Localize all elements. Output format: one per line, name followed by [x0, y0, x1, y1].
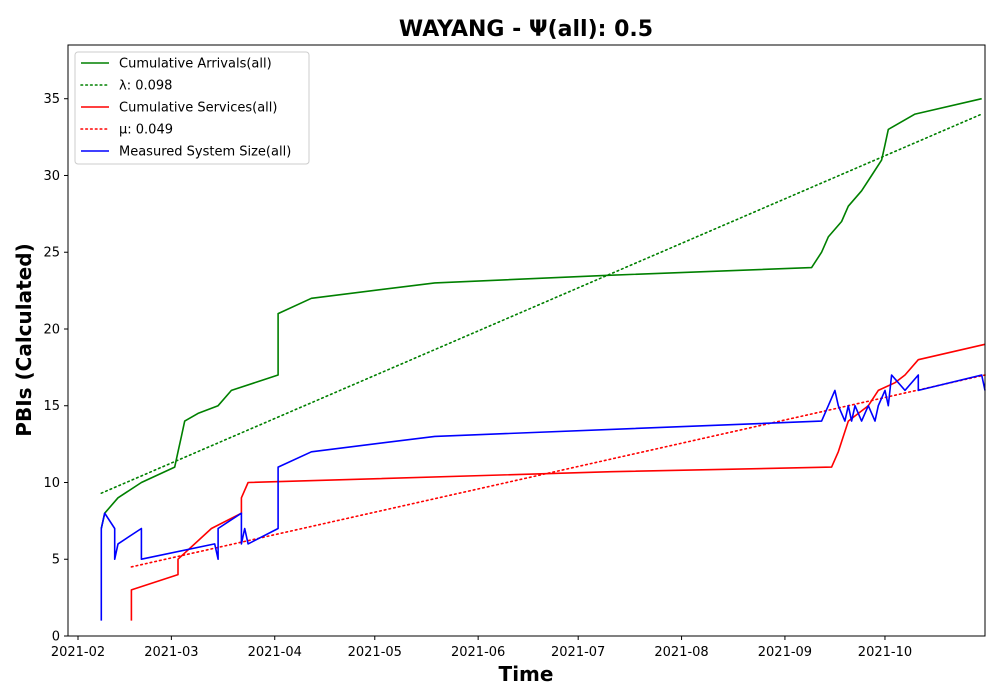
- y-tick-label: 5: [52, 553, 60, 568]
- series-lines: [100, 97, 986, 621]
- x-axis-label: Time: [499, 662, 554, 686]
- y-tick-label: 10: [43, 476, 60, 491]
- series-line-4: [100, 374, 986, 621]
- series-line-1: [100, 113, 983, 495]
- legend-label: Measured System Size(all): [119, 145, 291, 160]
- y-tick-label: 20: [43, 322, 60, 337]
- legend-box: [74, 51, 310, 165]
- y-tick-label: 15: [43, 399, 60, 414]
- y-tick-label: 35: [43, 92, 60, 107]
- x-tick-label: 2021-03: [144, 645, 198, 660]
- y-tick-label: 0: [52, 630, 60, 645]
- x-tick-label: 2021-05: [348, 645, 402, 660]
- series-line-0: [100, 97, 982, 529]
- plot-frame: [67, 44, 986, 637]
- legend-label: Cumulative Services(all): [119, 101, 277, 116]
- y-tick-label: 30: [43, 169, 60, 184]
- legend-label: λ: 0.098: [119, 79, 172, 94]
- x-tick-label: 2021-09: [758, 645, 812, 660]
- y-axis-label: PBIs (Calculated): [12, 243, 36, 436]
- chart-title: WAYANG - Ψ(all): 0.5: [399, 17, 653, 42]
- x-tick-label: 2021-07: [551, 645, 605, 660]
- series-line-3: [130, 374, 986, 568]
- legend-label: μ: 0.049: [119, 123, 173, 138]
- axis-ticks: 2021-02 2021-03 2021-04 2021-05 2021-06 2021-…: [43, 92, 912, 660]
- legend: Cumulative Arrivals(all) λ: 0.098 Cumulati…: [74, 51, 310, 165]
- x-tick-label: 2021-10: [858, 645, 912, 660]
- y-tick-label: 25: [43, 246, 60, 261]
- x-tick-label: 2021-02: [51, 645, 105, 660]
- x-tick-label: 2021-04: [248, 645, 302, 660]
- legend-label: Cumulative Arrivals(all): [119, 57, 272, 72]
- x-tick-label: 2021-06: [451, 645, 505, 660]
- x-tick-label: 2021-08: [654, 645, 708, 660]
